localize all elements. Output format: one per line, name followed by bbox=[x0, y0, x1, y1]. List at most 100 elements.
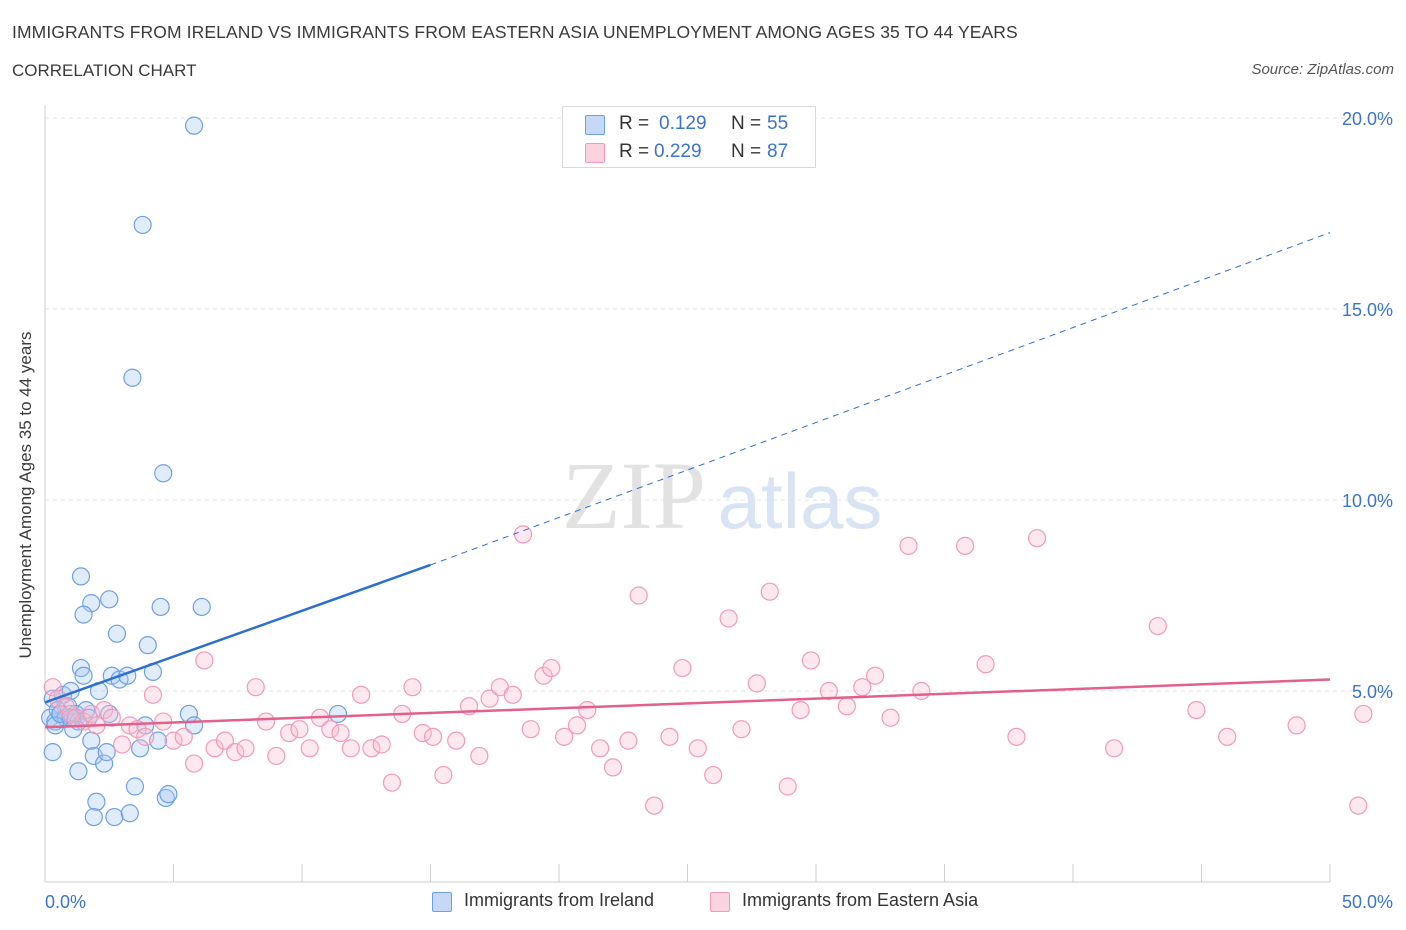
bottom-legend-swatch-ireland bbox=[432, 892, 452, 912]
point-ireland bbox=[82, 731, 101, 750]
point-eastern-asia bbox=[760, 582, 779, 601]
watermark: ZIP atlas bbox=[562, 442, 882, 549]
stats-legend: R = 0.129 N = 55 R = 0.229 N = 87 bbox=[562, 106, 816, 168]
point-ireland bbox=[328, 704, 348, 724]
point-eastern-asia bbox=[136, 727, 155, 746]
point-eastern-asia bbox=[434, 765, 453, 785]
point-eastern-asia bbox=[352, 685, 371, 704]
point-eastern-asia bbox=[1287, 716, 1306, 735]
point-eastern-asia bbox=[205, 739, 224, 758]
point-eastern-asia bbox=[912, 681, 931, 701]
point-eastern-asia bbox=[256, 712, 276, 731]
point-eastern-asia bbox=[791, 700, 810, 720]
point-eastern-asia bbox=[362, 739, 381, 758]
trend-line-eastern-asia bbox=[44, 678, 1331, 729]
point-ireland bbox=[69, 762, 88, 781]
legend-r-value: 0.129 bbox=[659, 113, 707, 134]
point-eastern-asia bbox=[955, 536, 975, 555]
tick-labels: 5.0% 10.0% 15.0% 20.0% 0.0% 50.0% bbox=[45, 109, 1393, 912]
point-ireland bbox=[159, 785, 178, 804]
point-ireland bbox=[120, 804, 139, 823]
point-ireland bbox=[184, 116, 204, 135]
legend-r-value: 0.229 bbox=[654, 141, 702, 162]
point-ireland bbox=[100, 590, 119, 609]
point-eastern-asia bbox=[1105, 739, 1124, 758]
point-eastern-asia bbox=[578, 700, 597, 720]
point-eastern-asia bbox=[719, 609, 738, 628]
trend-lines bbox=[44, 232, 1331, 729]
series-eastern-asia-points bbox=[43, 525, 1373, 815]
point-ireland bbox=[133, 215, 152, 235]
y-tick-label: 15.0% bbox=[1342, 300, 1393, 320]
legend-r-label: R = bbox=[619, 141, 650, 162]
point-ireland bbox=[87, 792, 106, 811]
y-axis-label: Unemployment Among Ages 35 to 44 years bbox=[16, 331, 35, 659]
point-eastern-asia bbox=[267, 746, 286, 766]
point-ireland bbox=[84, 807, 103, 827]
point-eastern-asia bbox=[603, 758, 623, 777]
watermark-atlas: atlas bbox=[718, 457, 883, 545]
legend-r-label: R = bbox=[619, 113, 650, 134]
point-eastern-asia bbox=[102, 708, 121, 727]
point-eastern-asia bbox=[413, 723, 432, 743]
point-ireland bbox=[192, 597, 211, 617]
legend-n-label: N = bbox=[731, 113, 762, 134]
point-eastern-asia bbox=[403, 678, 422, 697]
point-eastern-asia bbox=[470, 746, 489, 766]
point-eastern-asia bbox=[372, 735, 391, 754]
point-eastern-asia bbox=[1187, 700, 1206, 720]
point-eastern-asia bbox=[503, 685, 522, 704]
point-eastern-asia bbox=[447, 731, 466, 750]
legend-n-value: 55 bbox=[767, 113, 789, 134]
point-eastern-asia bbox=[591, 739, 610, 758]
point-eastern-asia bbox=[976, 655, 995, 674]
point-ireland bbox=[125, 777, 145, 796]
point-ireland bbox=[138, 636, 157, 655]
point-eastern-asia bbox=[174, 727, 193, 746]
point-ireland bbox=[43, 743, 62, 762]
point-eastern-asia bbox=[542, 658, 561, 678]
point-eastern-asia bbox=[899, 536, 918, 555]
point-eastern-asia bbox=[246, 678, 265, 697]
point-ireland bbox=[154, 464, 173, 483]
point-eastern-asia bbox=[704, 765, 723, 785]
trend-line-ireland bbox=[44, 563, 431, 704]
point-eastern-asia bbox=[1354, 704, 1373, 724]
point-eastern-asia bbox=[195, 651, 214, 670]
point-eastern-asia bbox=[881, 708, 900, 727]
point-eastern-asia bbox=[1218, 727, 1237, 746]
point-eastern-asia bbox=[331, 723, 350, 743]
point-eastern-asia bbox=[555, 727, 574, 746]
point-eastern-asia bbox=[837, 697, 856, 716]
point-eastern-asia bbox=[778, 777, 797, 796]
point-eastern-asia bbox=[112, 735, 132, 754]
legend-swatch-ireland bbox=[585, 115, 605, 135]
bottom-legend-label-eastern-asia: Immigrants from Eastern Asia bbox=[742, 890, 979, 910]
legend-n-value: 87 bbox=[767, 141, 789, 162]
point-ireland bbox=[74, 666, 93, 685]
point-eastern-asia bbox=[1007, 727, 1026, 746]
y-tick-label: 10.0% bbox=[1342, 491, 1393, 511]
point-eastern-asia bbox=[521, 720, 540, 739]
bottom-legend-label-ireland: Immigrants from Ireland bbox=[464, 890, 655, 910]
point-ireland bbox=[130, 739, 150, 758]
point-eastern-asia bbox=[567, 716, 587, 735]
point-ireland bbox=[151, 597, 170, 617]
point-eastern-asia bbox=[801, 651, 820, 670]
chart-subtitle: CORRELATION CHART bbox=[12, 61, 197, 80]
point-eastern-asia bbox=[236, 739, 255, 758]
point-eastern-asia bbox=[866, 666, 885, 685]
watermark-zip: ZIP bbox=[562, 442, 706, 549]
point-eastern-asia bbox=[184, 754, 204, 773]
point-eastern-asia bbox=[480, 689, 499, 708]
gridlines bbox=[45, 117, 1390, 692]
point-eastern-asia bbox=[1349, 796, 1368, 815]
point-eastern-asia bbox=[732, 720, 751, 739]
point-eastern-asia bbox=[164, 731, 183, 750]
y-tick-label: 5.0% bbox=[1352, 682, 1393, 702]
legend-swatch-eastern-asia bbox=[585, 143, 605, 163]
point-eastern-asia bbox=[43, 678, 62, 697]
point-eastern-asia bbox=[1027, 529, 1047, 548]
point-eastern-asia bbox=[215, 731, 234, 750]
